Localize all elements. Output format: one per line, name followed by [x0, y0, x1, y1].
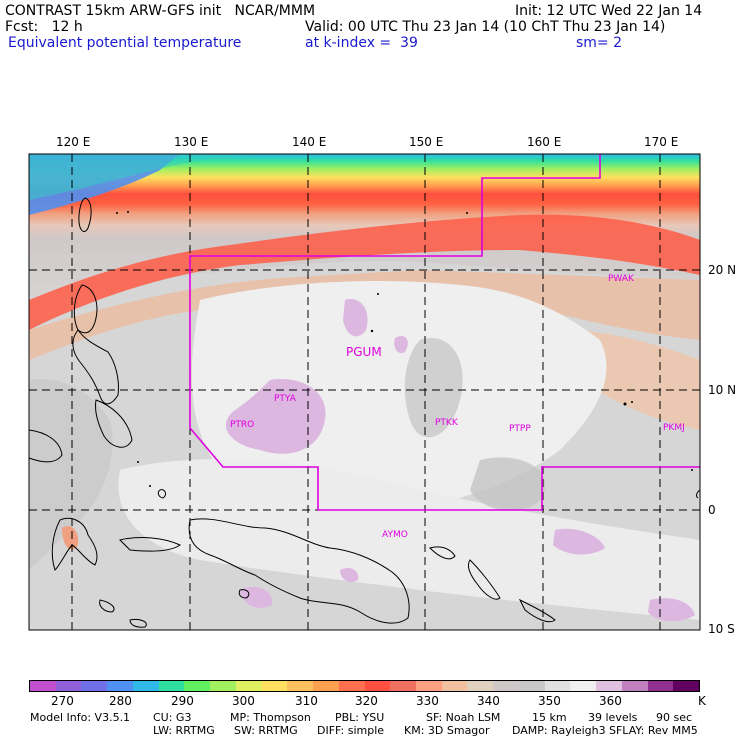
graticule — [29, 154, 700, 630]
color-scale-tick: 290 — [171, 694, 194, 708]
mindanao-coast — [95, 399, 133, 448]
station-label: PTRO — [230, 420, 254, 430]
field-level: at k-index = 39 — [305, 35, 418, 51]
longitude-label: 170 E — [644, 135, 679, 149]
footer-pbl: PBL: YSU — [335, 711, 385, 724]
longitude-label: 130 E — [174, 135, 209, 149]
color-scale-swatch — [647, 681, 674, 691]
color-scale-swatch — [416, 681, 442, 691]
station-label: PWAK — [608, 274, 635, 284]
color-scale-swatch — [621, 681, 648, 691]
color-scale-swatch — [596, 681, 622, 691]
color-scale-swatch — [184, 681, 211, 691]
longitude-label: 160 E — [527, 135, 562, 149]
header-valid-time: Valid: 00 UTC Thu 23 Jan 14 (10 ChT Thu … — [305, 19, 666, 35]
color-scale-swatch — [81, 681, 108, 691]
footer-shortwave: SW: RRTMG — [234, 724, 298, 737]
footer-resolution: 15 km — [532, 711, 567, 724]
color-scale-swatch — [364, 681, 391, 691]
color-scale-tick: 330 — [416, 694, 439, 708]
station-label: PKMJ — [663, 423, 685, 433]
solomon-coast — [467, 559, 501, 600]
color-scale-swatch — [210, 681, 236, 691]
footer-km: KM: 3D Smagor — [404, 724, 490, 737]
color-scale-units: K — [698, 694, 706, 708]
header-forecast-hour: Fcst: 12 h — [5, 19, 83, 35]
latitude-label: 20 N — [708, 263, 737, 277]
footer-microphysics: MP: Thompson — [230, 711, 311, 724]
footer-cumulus: CU: G3 — [153, 711, 192, 724]
longitude-label: 150 E — [409, 135, 444, 149]
station-label: PGUM — [346, 345, 382, 359]
footer-surface-layer: SFLAY: Rev MM5 — [609, 724, 698, 737]
header-init-time: Init: 12 UTC Wed 22 Jan 14 — [515, 3, 703, 19]
color-scale-swatch — [493, 681, 519, 691]
footer-levels: 39 levels — [588, 711, 638, 724]
taiwan-coast — [78, 197, 92, 232]
station-label: AYMO — [382, 530, 408, 540]
footer-surface: SF: Noah LSM — [426, 711, 501, 724]
new-britain-coast — [429, 546, 456, 560]
latitude-label: 10 S — [708, 622, 735, 636]
longitude-label: 120 E — [56, 135, 91, 149]
latitude-label: 0 — [708, 503, 716, 517]
station-label: PTYA — [274, 394, 297, 404]
borneo-coast — [28, 429, 63, 463]
coastlines — [28, 197, 701, 628]
station-label: PTPP — [509, 424, 531, 434]
longitude-label: 140 E — [292, 135, 327, 149]
moluccas-coast — [119, 537, 181, 552]
new-guinea-coast — [188, 518, 410, 624]
footer-longwave: LW: RRTMG — [153, 724, 215, 737]
color-scale-swatch — [467, 681, 494, 691]
color-scale-swatch — [313, 681, 339, 691]
footer-damping: DAMP: Rayleigh3 — [512, 724, 606, 737]
small-islands — [116, 211, 693, 487]
color-scale-tick: 280 — [109, 694, 132, 708]
color-scale-swatch — [338, 681, 365, 691]
color-scale-swatch — [441, 681, 468, 691]
theta-e-field — [29, 154, 700, 630]
solomon-east-coast — [518, 598, 556, 623]
color-scale-swatch — [570, 681, 597, 691]
color-scale-swatch — [287, 681, 314, 691]
latitude-label: 10 N — [708, 383, 737, 397]
header-model-title: CONTRAST 15km ARW-GFS init NCAR/MMM — [5, 3, 316, 19]
color-scale-swatch — [132, 681, 159, 691]
color-scale-swatch — [235, 681, 262, 691]
color-scale-bar — [29, 680, 700, 692]
color-scale-tick: 320 — [355, 694, 378, 708]
philippines-coast — [72, 329, 119, 405]
color-scale-swatch — [673, 681, 700, 691]
footer-model-info: Model Info: V3.5.1 — [30, 711, 131, 724]
color-scale-swatch — [55, 681, 82, 691]
color-scale-tick: 270 — [51, 694, 74, 708]
footer-diffusion: DIFF: simple — [317, 724, 385, 737]
color-scale-swatch — [261, 681, 288, 691]
station-label: PTKK — [435, 418, 459, 428]
color-scale-swatch — [518, 681, 545, 691]
sulawesi-coast — [51, 517, 98, 571]
map-frame — [28, 153, 701, 631]
footer-timestep: 90 sec — [656, 711, 693, 724]
color-scale-tick: 310 — [295, 694, 318, 708]
contrast-boundary-line — [189, 154, 700, 511]
color-scale-tick: 300 — [232, 694, 255, 708]
luzon-coast — [73, 284, 98, 334]
color-scale-swatch — [390, 681, 417, 691]
color-scale-tick: 340 — [477, 694, 500, 708]
color-scale-swatch — [544, 681, 571, 691]
color-scale-swatch — [30, 681, 56, 691]
color-scale-tick: 350 — [538, 694, 561, 708]
field-name: Equivalent potential temperature — [8, 35, 242, 51]
color-scale-swatch — [158, 681, 185, 691]
field-smoothing: sm= 2 — [576, 35, 623, 51]
station-markers: PWAK PGUM PTYA PTRO PTKK PTPP PKMJ AYMO — [230, 274, 685, 540]
color-scale-tick: 360 — [599, 694, 622, 708]
color-scale-swatch — [107, 681, 133, 691]
